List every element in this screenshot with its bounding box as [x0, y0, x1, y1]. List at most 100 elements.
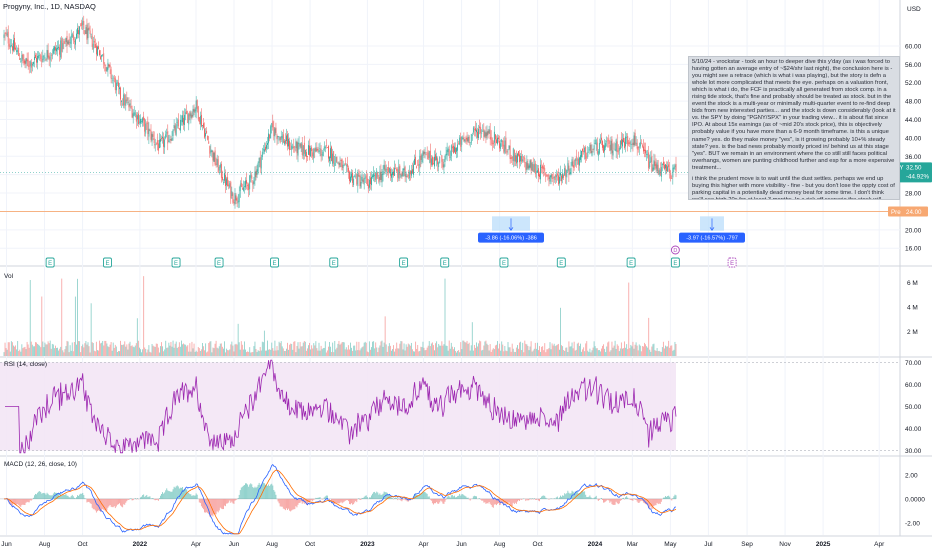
volume-bar: [352, 350, 354, 356]
macd-histogram-bar: [397, 498, 399, 501]
macd-histogram-bar: [47, 493, 49, 499]
macd-pane[interactable]: MACD (12, 26, close, 10): [0, 461, 677, 535]
rsi-pane[interactable]: RSI (14, close): [0, 359, 900, 454]
candle-body: [462, 138, 464, 140]
candle-body: [413, 164, 414, 175]
candle-body: [273, 127, 275, 137]
volume-bar: [448, 340, 450, 356]
macd-histogram-bar: [555, 497, 557, 499]
candle-body: [552, 177, 554, 179]
volume-bar: [323, 347, 325, 356]
volume-bar: [427, 345, 429, 356]
macd-histogram-bar: [208, 498, 210, 515]
macd-histogram-bar: [491, 498, 493, 507]
macd-histogram-bar: [292, 498, 294, 510]
volume-bar: [533, 348, 535, 356]
candle-body: [372, 175, 373, 178]
volume-bar: [198, 348, 200, 356]
macd-histogram-bar: [490, 498, 492, 506]
volume-bar: [57, 347, 58, 356]
volume-bar: [28, 347, 30, 356]
macd-tick-label: -2.00: [905, 520, 920, 527]
volume-bar: [170, 341, 172, 356]
candle-body: [466, 138, 468, 142]
volume-bar: [39, 345, 41, 356]
volume-bar: [644, 342, 645, 356]
volume-bar: [316, 348, 318, 356]
candle-body: [337, 162, 339, 164]
candle-body: [423, 151, 425, 155]
volume-bar: [128, 343, 130, 356]
volume-bar: [337, 343, 339, 356]
volume-bar: [368, 341, 370, 356]
volume-bar: [7, 342, 9, 356]
volume-bar: [491, 349, 493, 356]
candle-body: [129, 103, 131, 106]
volume-pane[interactable]: Vol: [3, 273, 677, 356]
candle-body: [311, 147, 313, 152]
candle-body: [468, 136, 470, 144]
macd-histogram-bar: [18, 498, 20, 506]
macd-histogram-bar: [645, 498, 646, 505]
candle-body: [631, 143, 633, 145]
macd-histogram-bar: [132, 498, 134, 501]
candle-body: [143, 116, 145, 121]
volume-bar: [171, 346, 173, 356]
upcoming-earnings-letter: E: [730, 261, 734, 267]
volume-bar: [226, 348, 228, 356]
volume-bar: [462, 340, 464, 356]
volume-bar: [391, 350, 392, 356]
volume-bar: [576, 343, 578, 356]
candle-body: [476, 129, 477, 133]
candle-body: [598, 142, 600, 154]
candle-body: [400, 174, 402, 178]
volume-bar: [14, 346, 15, 356]
volume-bar: [25, 349, 27, 356]
volume-bar: [108, 347, 110, 356]
macd-histogram-bar: [23, 498, 25, 505]
volume-bar: [153, 346, 155, 356]
volume-bar: [589, 348, 591, 356]
candle-body: [444, 156, 446, 162]
macd-histogram-bar: [183, 489, 184, 499]
volume-bar: [367, 352, 369, 356]
volume-bar: [98, 350, 99, 356]
volume-bar: [241, 344, 243, 356]
candle-body: [197, 106, 199, 120]
volume-bar: [341, 342, 343, 356]
volume-bar: [51, 343, 53, 356]
price-pane[interactable]: [3, 15, 677, 209]
candle-body: [52, 48, 54, 54]
candle-body: [180, 119, 181, 131]
volume-bar: [345, 347, 347, 356]
candle-body: [449, 156, 451, 159]
volume-bar: [24, 346, 26, 356]
volume-bar: [99, 340, 100, 356]
macd-histogram-bar: [176, 485, 178, 499]
macd-histogram-bar: [48, 495, 50, 499]
macd-histogram-bar: [329, 498, 330, 501]
candle-body: [660, 167, 662, 177]
macd-histogram-bar: [455, 497, 456, 499]
volume-bar: [277, 350, 279, 356]
macd-histogram-bar: [553, 498, 555, 499]
candle-body: [248, 184, 250, 190]
macd-histogram-bar: [380, 495, 382, 499]
candle-body: [28, 65, 30, 68]
candle-body: [351, 173, 352, 178]
candle-body: [208, 141, 210, 144]
candle-body: [45, 59, 47, 61]
volume-bar: [216, 347, 218, 356]
macd-histogram-bar: [189, 494, 191, 499]
macd-histogram-bar: [274, 491, 276, 499]
macd-histogram-bar: [586, 496, 588, 499]
candle-body: [594, 142, 596, 144]
candle-body: [451, 146, 453, 149]
candle-body: [120, 87, 121, 100]
candle-body: [22, 53, 24, 60]
macd-histogram-bar: [373, 492, 375, 499]
candle-body: [186, 111, 188, 115]
candle-body: [428, 151, 430, 159]
time-tick-label: Nov: [779, 541, 791, 548]
volume-bar: [604, 348, 606, 356]
